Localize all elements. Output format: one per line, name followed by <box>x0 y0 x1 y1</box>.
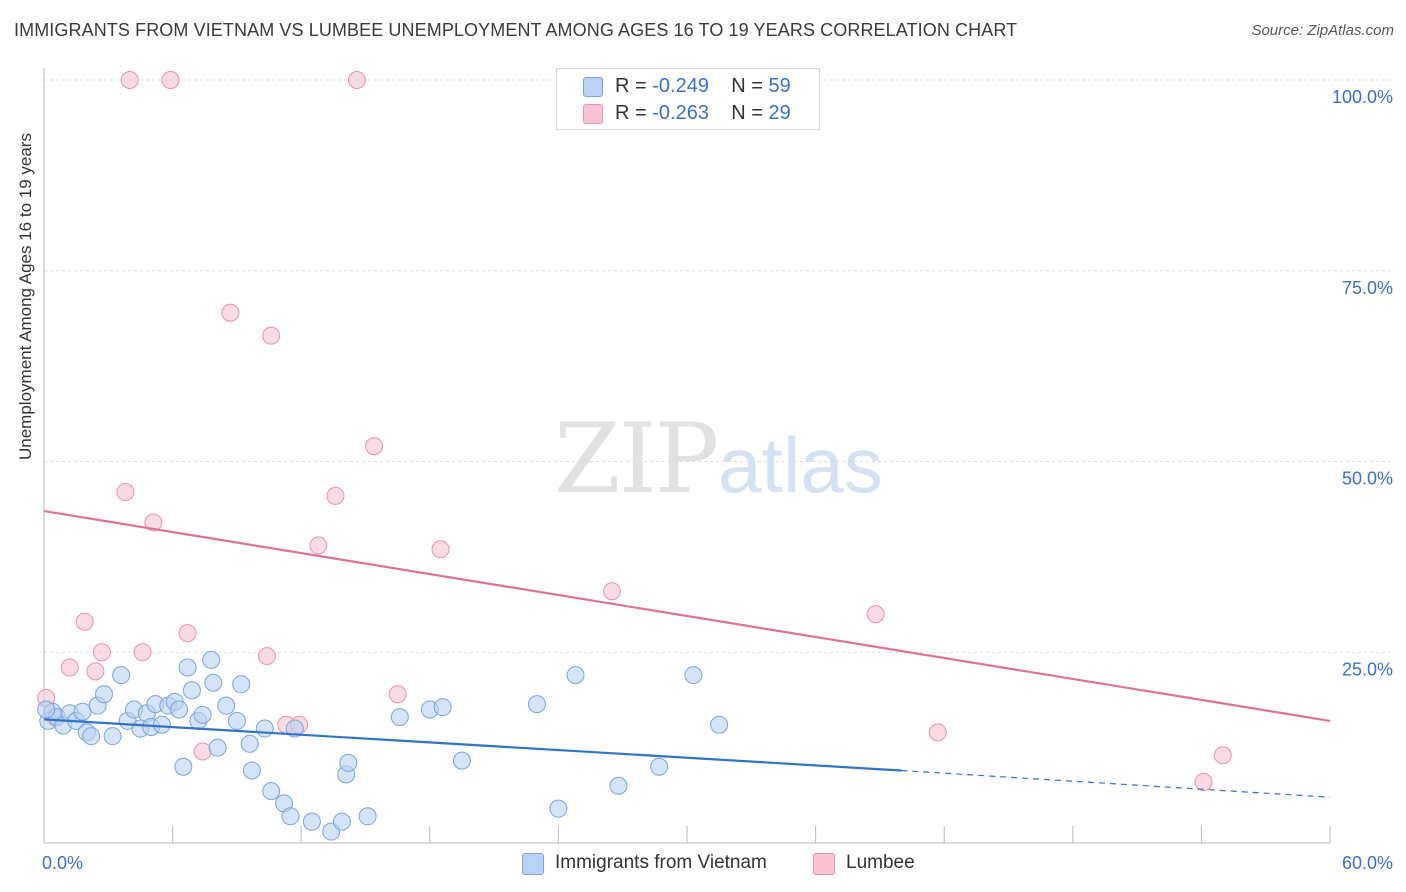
vietnam-point-27 <box>193 705 212 724</box>
lumbee-point-4 <box>86 662 105 681</box>
vietnam-point-43 <box>332 812 351 831</box>
y-tick-label-1: 50.0% <box>1342 469 1393 489</box>
vietnam-point-12 <box>112 666 131 685</box>
x-tick-label-max: 60.0% <box>1342 853 1393 873</box>
lumbee-point-14 <box>257 647 276 666</box>
lumbee-point-20 <box>347 71 366 89</box>
vietnam-point-10 <box>95 685 114 704</box>
vietnam-point-33 <box>232 675 251 694</box>
vietnam-point-30 <box>208 738 227 757</box>
watermark-atlas: atlas <box>718 421 883 509</box>
legend-swatch-lumbee <box>583 104 603 124</box>
vietnam-point-22 <box>170 700 189 719</box>
grid-lines <box>44 79 1395 653</box>
r-value-lumbee: -0.263 <box>652 102 709 124</box>
trend-lines <box>43 510 1331 798</box>
lumbee-trend-line <box>43 510 1331 723</box>
vietnam-point-35 <box>242 761 261 780</box>
lumbee-point-28 <box>1213 746 1232 765</box>
chart-source: Source: ZipAtlas.com <box>1251 22 1394 39</box>
vietnam-point-40 <box>285 719 304 738</box>
vietnam-point-54 <box>609 776 628 795</box>
y-axis-label: Unemployment Among Ages 16 to 19 years <box>16 133 35 460</box>
correlation-legend: R = -0.249 N = 59 R = -0.263 N = 29 <box>556 68 820 130</box>
vietnam-point-50 <box>452 751 471 770</box>
lumbee-point-27 <box>1194 772 1213 791</box>
lumbee-point-8 <box>133 643 152 662</box>
lumbee-points <box>37 71 1232 791</box>
chart-title: IMMIGRANTS FROM VIETNAM VS LUMBEE UNEMPL… <box>14 20 1018 40</box>
legend-swatch-vietnam-bottom <box>522 853 544 875</box>
vietnam-point-47 <box>390 708 409 727</box>
vietnam-point-45 <box>339 753 358 772</box>
legend-label-lumbee: Lumbee <box>846 852 915 873</box>
y-tick-label-0: 25.0% <box>1342 659 1393 679</box>
y-tick-label-3: 100.0% <box>1332 87 1393 107</box>
lumbee-point-10 <box>161 71 180 89</box>
vietnam-point-25 <box>182 681 201 700</box>
vietnam-point-34 <box>240 734 259 753</box>
r-value-vietnam: -0.249 <box>652 75 709 97</box>
legend-swatch-vietnam <box>583 77 603 97</box>
lumbee-point-19 <box>326 486 345 505</box>
lumbee-point-13 <box>221 303 240 322</box>
lumbee-point-22 <box>388 685 407 704</box>
lumbee-point-6 <box>116 483 135 502</box>
watermark: ZIP atlas <box>554 403 883 515</box>
vietnam-point-57 <box>710 715 729 734</box>
vietnam-point-32 <box>227 711 246 730</box>
vietnam-point-49 <box>433 698 452 717</box>
lumbee-point-5 <box>92 643 111 662</box>
vietnam-trend-line <box>43 718 902 772</box>
vietnam-point-52 <box>549 799 568 818</box>
y-tick-label-2: 75.0% <box>1342 278 1393 298</box>
vietnam-point-37 <box>262 782 281 801</box>
vietnam-point-46 <box>358 807 377 826</box>
lumbee-point-9 <box>144 513 163 532</box>
vietnam-point-19 <box>152 715 171 734</box>
vietnam-point-58 <box>37 700 56 719</box>
vietnam-point-8 <box>82 727 101 746</box>
vietnam-point-36 <box>255 719 274 738</box>
lumbee-point-12 <box>193 742 212 761</box>
vietnam-point-55 <box>650 757 669 776</box>
x-tick-label-min: 0.0% <box>42 853 83 873</box>
vietnam-point-51 <box>527 695 546 714</box>
lumbee-point-21 <box>365 437 384 456</box>
vietnam-points <box>37 650 729 841</box>
vietnam-point-31 <box>217 696 236 715</box>
lumbee-point-23 <box>431 540 450 559</box>
lumbee-point-18 <box>309 536 328 555</box>
tick-labels: 25.0% 50.0% 75.0% 100.0% 0.0% 60.0% <box>42 87 1393 873</box>
lumbee-point-2 <box>60 658 79 677</box>
lumbee-point-25 <box>866 605 885 624</box>
watermark-zip: ZIP <box>554 403 717 515</box>
vietnam-point-56 <box>684 666 703 685</box>
legend-label-vietnam: Immigrants from Vietnam <box>555 852 767 873</box>
vietnam-point-53 <box>566 666 585 685</box>
lumbee-point-24 <box>602 582 621 601</box>
vietnam-trend-extension <box>901 769 1331 798</box>
lumbee-point-7 <box>120 71 139 89</box>
vietnam-point-28 <box>202 650 221 669</box>
vietnam-point-29 <box>204 673 223 692</box>
vietnam-point-39 <box>281 807 300 826</box>
vietnam-point-6 <box>73 702 92 721</box>
lumbee-point-3 <box>75 612 94 631</box>
lumbee-point-15 <box>262 326 281 345</box>
n-value-lumbee: 29 <box>768 102 791 124</box>
vietnam-point-24 <box>178 658 197 677</box>
vietnam-point-41 <box>302 812 321 831</box>
n-value-vietnam: 59 <box>768 75 791 97</box>
lumbee-point-26 <box>928 723 947 742</box>
vietnam-point-11 <box>103 727 122 746</box>
vietnam-point-23 <box>174 757 193 776</box>
legend-swatch-lumbee-bottom <box>813 853 835 875</box>
lumbee-point-11 <box>178 624 197 643</box>
